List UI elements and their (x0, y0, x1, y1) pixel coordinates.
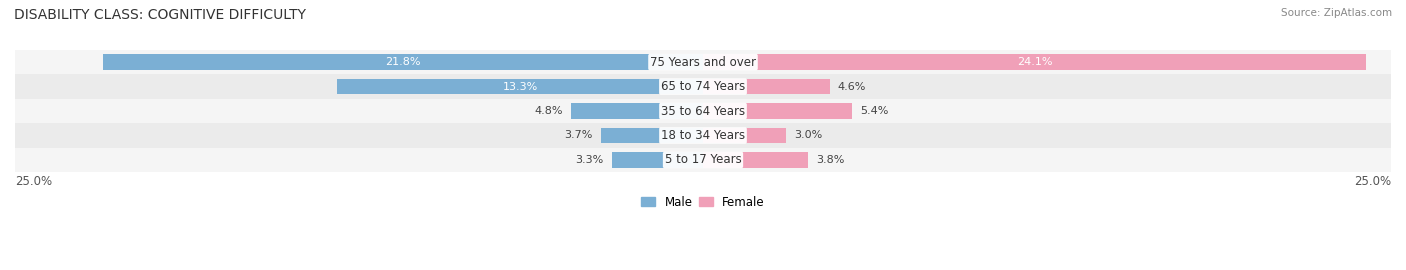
Bar (703, 128, 786, 143)
Bar (571, 103, 703, 119)
Text: 21.8%: 21.8% (385, 57, 420, 67)
Text: 3.7%: 3.7% (565, 130, 593, 140)
Bar (15, 74, 1391, 99)
Text: 3.8%: 3.8% (815, 155, 844, 165)
Bar (15, 99, 1391, 123)
Text: 13.3%: 13.3% (502, 82, 537, 92)
Text: 18 to 34 Years: 18 to 34 Years (661, 129, 745, 142)
Text: 5 to 17 Years: 5 to 17 Years (665, 153, 741, 167)
Text: 3.3%: 3.3% (575, 155, 605, 165)
Text: 75 Years and over: 75 Years and over (650, 56, 756, 69)
Text: 5.4%: 5.4% (860, 106, 889, 116)
Bar (15, 123, 1391, 148)
Text: 4.6%: 4.6% (838, 82, 866, 92)
Bar (337, 79, 703, 94)
Text: 25.0%: 25.0% (15, 175, 52, 188)
Bar (703, 103, 852, 119)
Bar (15, 50, 1391, 74)
Text: 24.1%: 24.1% (1017, 57, 1052, 67)
Text: Source: ZipAtlas.com: Source: ZipAtlas.com (1281, 8, 1392, 18)
Text: 3.0%: 3.0% (794, 130, 823, 140)
Text: 4.8%: 4.8% (534, 106, 562, 116)
Text: 65 to 74 Years: 65 to 74 Years (661, 80, 745, 93)
Bar (703, 55, 1367, 70)
Bar (103, 55, 703, 70)
Text: 35 to 64 Years: 35 to 64 Years (661, 104, 745, 117)
Bar (612, 152, 703, 168)
Text: 25.0%: 25.0% (1354, 175, 1391, 188)
Bar (602, 128, 703, 143)
Bar (703, 79, 830, 94)
Text: DISABILITY CLASS: COGNITIVE DIFFICULTY: DISABILITY CLASS: COGNITIVE DIFFICULTY (14, 8, 307, 22)
Legend: Male, Female: Male, Female (637, 191, 769, 213)
Bar (15, 148, 1391, 172)
Bar (703, 152, 807, 168)
